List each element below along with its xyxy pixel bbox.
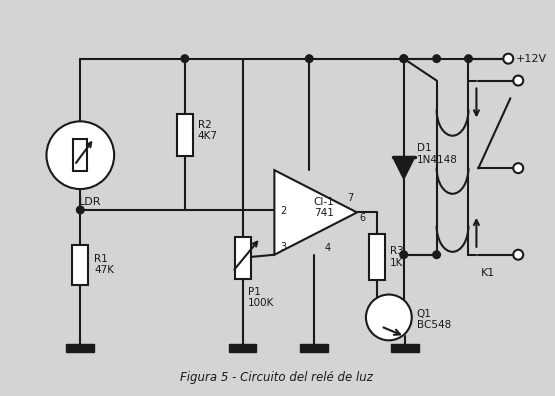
Text: CI-1
741: CI-1 741 <box>314 197 334 218</box>
Polygon shape <box>393 157 415 179</box>
Text: Figura 5 - Circuito del relé de luz: Figura 5 - Circuito del relé de luz <box>180 371 373 384</box>
Circle shape <box>77 206 84 214</box>
Text: R1
47K: R1 47K <box>94 254 114 276</box>
Circle shape <box>47 121 114 189</box>
Bar <box>229 344 256 352</box>
Polygon shape <box>274 170 357 255</box>
Circle shape <box>305 55 313 63</box>
Text: R3
1K: R3 1K <box>390 246 403 268</box>
Circle shape <box>513 76 523 86</box>
Circle shape <box>181 55 189 63</box>
Text: P1
100K: P1 100K <box>248 287 274 308</box>
Circle shape <box>400 251 407 259</box>
Text: 3: 3 <box>280 242 286 252</box>
Text: Q1
BC548: Q1 BC548 <box>417 308 451 330</box>
Circle shape <box>513 250 523 260</box>
Text: D1
1N4148: D1 1N4148 <box>417 143 457 165</box>
Text: +12V: +12V <box>516 54 547 64</box>
Text: 6: 6 <box>359 213 365 223</box>
Text: 7: 7 <box>347 194 353 204</box>
Circle shape <box>433 55 441 63</box>
Bar <box>391 344 418 352</box>
Bar <box>72 245 88 285</box>
Circle shape <box>433 251 441 259</box>
Bar <box>235 237 250 279</box>
Circle shape <box>400 55 407 63</box>
Circle shape <box>465 55 472 63</box>
Bar <box>73 139 87 171</box>
Circle shape <box>366 295 412 340</box>
Circle shape <box>503 54 513 64</box>
Text: K1: K1 <box>481 268 496 278</box>
Bar <box>67 344 94 352</box>
Bar <box>177 114 193 156</box>
Text: R2
4K7: R2 4K7 <box>198 120 218 141</box>
Circle shape <box>400 55 407 63</box>
Bar <box>300 344 328 352</box>
Bar <box>369 234 385 280</box>
Text: LDR: LDR <box>79 197 102 207</box>
Text: 4: 4 <box>324 243 330 253</box>
Circle shape <box>513 163 523 173</box>
Text: 2: 2 <box>280 206 286 216</box>
